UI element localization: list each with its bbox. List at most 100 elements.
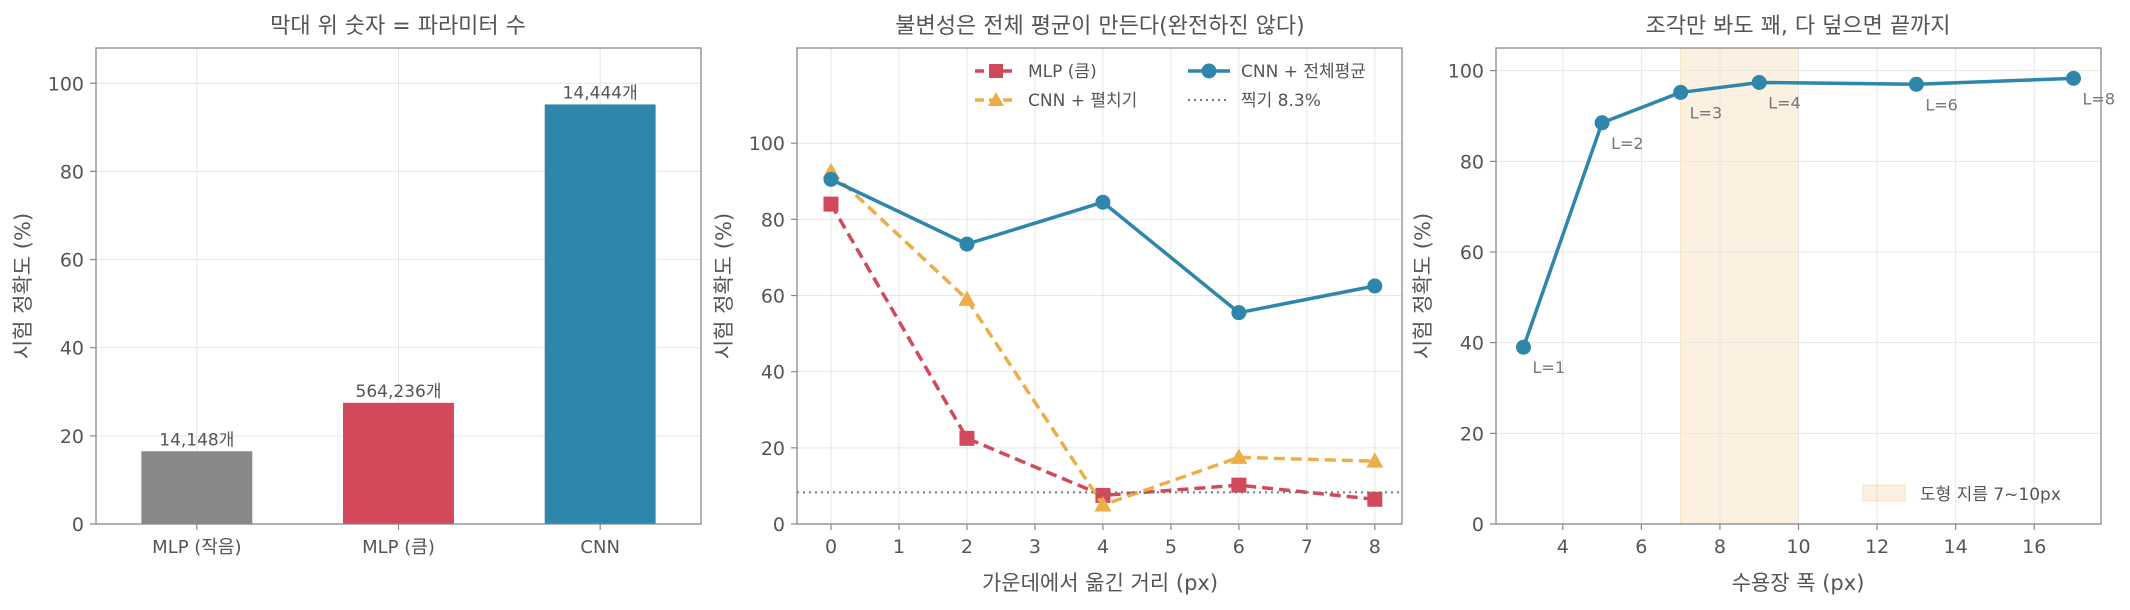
- p2-series-0: [823, 196, 1383, 507]
- legend-item-cnn-gap: CNN + 전체평균: [1188, 62, 1366, 82]
- p3-plot-frame: [1495, 47, 2102, 525]
- p2-x-tick-label: 3: [1029, 536, 1041, 558]
- p2-data-point: [958, 290, 976, 306]
- p3-point-label: L=4: [1768, 93, 1801, 112]
- p2-legend: MLP (큼) CNN + 펼치기 CNN + 전체평균 찍기 8.3%: [975, 62, 1366, 111]
- p1-bar-value-label: 14,148개: [159, 430, 234, 450]
- p3-data-point: [1516, 339, 1531, 355]
- p2-y-tick-label: 100: [749, 133, 785, 155]
- p3-y-tick-label: 80: [1460, 151, 1484, 173]
- legend-label-cnn-flatten: CNN + 펼치기: [1028, 91, 1137, 111]
- p1-category-label: MLP (큼): [362, 537, 435, 558]
- p1-bar-value-labels: 14,148개 564,236개 14,444개: [159, 83, 637, 450]
- p1-y-tick-label: 80: [60, 161, 84, 183]
- p1-bar-value-label: 14,444개: [563, 83, 638, 103]
- p2-y-tick-label: 80: [761, 209, 785, 231]
- p2-data-point: [1094, 495, 1112, 512]
- legend-label-cnn-gap: CNN + 전체평균: [1241, 62, 1366, 82]
- p3-x-tick-label: 16: [2022, 536, 2046, 558]
- p2-y-tick-label: 20: [761, 438, 785, 460]
- p1-y-tick-label: 0: [72, 514, 84, 536]
- p3-grid: [1496, 48, 2101, 525]
- p3-point-label: L=2: [1611, 134, 1644, 153]
- p2-data-point: [959, 430, 975, 446]
- p3-point-label: L=1: [1533, 358, 1566, 377]
- p2-x-axis-title: 가운데에서 옮긴 거리 (px): [982, 571, 1218, 595]
- p3-y-tick-label: 100: [1448, 61, 1484, 83]
- p2-data-point: [1367, 278, 1383, 294]
- p3-legend-swatch: [1862, 484, 1906, 502]
- p3-point-label: L=3: [1690, 103, 1723, 122]
- p3-series-line: [1521, 76, 2074, 348]
- p3-x-tick-label: 6: [1635, 536, 1647, 558]
- p3-y-tick-label: 40: [1460, 333, 1484, 355]
- bar-mlp-0: [141, 451, 253, 524]
- p1-category-label: MLP (작음): [152, 537, 241, 558]
- p3-x-tick-label: 8: [1714, 536, 1726, 558]
- p2-data-point: [823, 171, 839, 187]
- p3-series: L=1 L=2 L=3 L=4 L=6 L=8: [1516, 70, 2116, 377]
- legend-item-cnn-flatten: CNN + 펼치기: [975, 91, 1137, 111]
- p2-series: [797, 162, 1402, 512]
- p2-data-point: [1231, 305, 1247, 321]
- p2-series-2: [823, 171, 1383, 321]
- p3-point-label: L=6: [1925, 95, 1958, 114]
- p2-data-point: [959, 236, 975, 252]
- p1-category-label: CNN: [580, 537, 620, 558]
- p3-data-point: [1751, 74, 1767, 90]
- p1-plot-frame: [95, 47, 702, 525]
- p3-legend-label: 도형 지름 7~10px: [1920, 485, 2061, 505]
- p1-y-axis-title: 시험 정확도 (%): [11, 213, 35, 359]
- p3-data-point: [2066, 70, 2081, 86]
- p1-category-labels: MLP (작음) MLP (큼) CNN: [152, 524, 620, 558]
- p3-point-label: L=8: [2083, 89, 2116, 108]
- p3-data-point: [1594, 115, 1610, 131]
- p3-x-tick-label: 4: [1557, 536, 1569, 558]
- p1-y-tick-label: 60: [60, 250, 84, 272]
- p2-data-point: [1231, 477, 1247, 493]
- bar-cnn-2: [544, 104, 656, 524]
- p2-y-tick-label: 60: [761, 286, 785, 308]
- p3-legend: 도형 지름 7~10px: [1862, 484, 2061, 505]
- p2-data-point: [1367, 491, 1383, 507]
- p1-y-ticks: 0 20 40 60 80 100: [48, 73, 96, 536]
- p2-y-tick-label: 40: [761, 362, 785, 384]
- p2-x-tick-label: 2: [961, 536, 973, 558]
- p2-x-tick-label: 1: [893, 536, 905, 558]
- legend-label-mlp-large: MLP (큼): [1028, 62, 1097, 82]
- p2-x-tick-label: 7: [1301, 536, 1313, 558]
- p3-y-axis-title: 시험 정확도 (%): [1411, 213, 1435, 359]
- p1-y-tick-label: 100: [48, 73, 84, 95]
- p3-y-tick-label: 20: [1460, 423, 1484, 445]
- p2-x-tick-label: 5: [1165, 536, 1177, 558]
- p3-y-ticks: 0 20 40 60 80 100: [1448, 61, 1496, 536]
- p3-x-ticks: 4 6 8 10 12 14 16: [1557, 524, 2046, 558]
- p2-x-tick-label: 4: [1097, 536, 1109, 558]
- p2-data-point: [823, 196, 839, 212]
- p2-x-ticks: 0 1 2 3 4 5 6 7 8: [825, 524, 1381, 558]
- p2-data-point: [1366, 452, 1384, 468]
- bar-mlp-1: [343, 402, 454, 524]
- p1-bars: [141, 104, 656, 524]
- p2-title: 불변성은 전체 평균이 만든다(완전하진 않다): [895, 14, 1304, 39]
- p3-data-point: [1673, 84, 1689, 100]
- p2-plot-frame: [796, 47, 1403, 525]
- p3-y-tick-label: 60: [1460, 242, 1484, 264]
- p3-data-point: [1908, 76, 1924, 92]
- p1-y-tick-label: 20: [60, 426, 84, 448]
- p3-x-axis-title: 수용장 폭 (px): [1732, 571, 1865, 595]
- p1-bar-value-label: 564,236개: [356, 382, 442, 402]
- p2-y-axis-title: 시험 정확도 (%): [712, 213, 736, 359]
- p3-x-tick-label: 10: [1786, 536, 1810, 558]
- receptive-field-chart-panel: L=1 L=2 L=3 L=4 L=6 L=8 0 20 40 60 80 100 4 6 8 10 12 1…: [1411, 14, 2115, 595]
- p2-x-tick-label: 6: [1233, 536, 1245, 558]
- p2-y-tick-label: 0: [773, 514, 785, 536]
- p3-x-tick-label: 14: [1944, 536, 1968, 558]
- p2-y-ticks: 0 20 40 60 80 100: [749, 133, 797, 536]
- p2-grid: [797, 48, 1402, 525]
- p2-x-tick-label: 0: [825, 536, 837, 558]
- p1-title: 막대 위 숫자 = 파라미터 수: [270, 14, 526, 39]
- bar-chart-panel: 0 20 40 60 80 100 MLP (작음) MLP (큼) CNN 14,148개 5…: [11, 14, 702, 558]
- legend-item-mlp-large: MLP (큼): [975, 62, 1097, 82]
